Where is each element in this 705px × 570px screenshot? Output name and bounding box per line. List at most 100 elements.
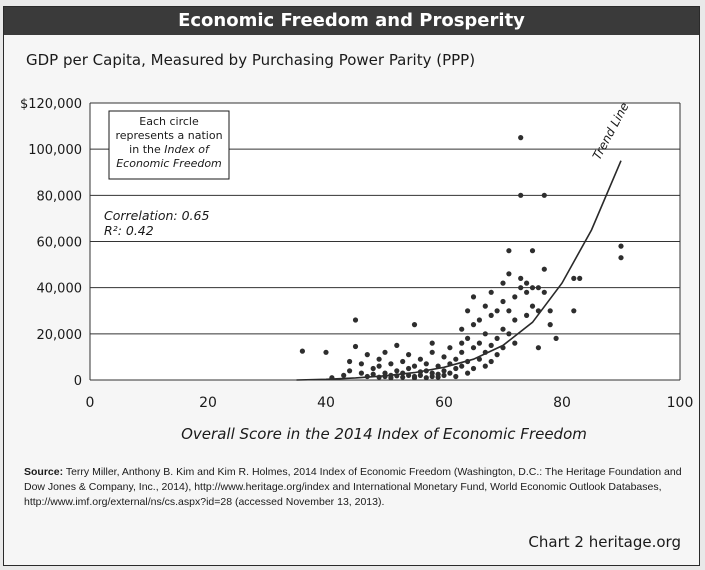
x-tick-label: 60 bbox=[435, 395, 453, 411]
data-point bbox=[571, 308, 577, 314]
data-point bbox=[529, 303, 536, 309]
data-point bbox=[370, 365, 376, 372]
r-squared-label: R²: 0.42 bbox=[104, 223, 154, 238]
data-point bbox=[435, 374, 441, 380]
data-point bbox=[423, 361, 429, 367]
data-point bbox=[476, 340, 482, 346]
data-point bbox=[417, 356, 423, 362]
y-tick-label: $120,000 bbox=[20, 97, 82, 112]
data-point bbox=[376, 363, 382, 369]
data-point bbox=[352, 343, 359, 350]
data-point bbox=[423, 375, 429, 381]
data-point bbox=[382, 373, 388, 380]
trend-line bbox=[296, 160, 622, 381]
data-point bbox=[482, 303, 488, 309]
data-point bbox=[358, 361, 364, 367]
data-point bbox=[524, 289, 530, 295]
data-point bbox=[459, 326, 465, 332]
data-point bbox=[441, 368, 447, 374]
data-point bbox=[494, 352, 500, 358]
data-point bbox=[465, 358, 471, 365]
data-point bbox=[506, 308, 512, 314]
data-point bbox=[406, 352, 412, 358]
data-point bbox=[577, 275, 583, 281]
data-point bbox=[394, 373, 400, 379]
chart-credit: Chart 2 heritage.org bbox=[528, 533, 681, 551]
data-point bbox=[488, 312, 494, 318]
data-point bbox=[541, 192, 547, 198]
chart-subtitle: GDP per Capita, Measured by Purchasing P… bbox=[26, 51, 476, 69]
legend-note-line-2: represents a nation bbox=[115, 129, 222, 142]
source-label: Source: bbox=[24, 466, 64, 478]
data-point bbox=[441, 354, 447, 360]
data-point bbox=[400, 358, 406, 365]
data-point bbox=[429, 373, 435, 380]
data-point bbox=[512, 317, 518, 323]
data-point bbox=[470, 294, 477, 300]
x-tick-label: 40 bbox=[317, 395, 335, 411]
data-point bbox=[518, 135, 524, 141]
x-tick-label: 80 bbox=[553, 395, 571, 411]
data-point bbox=[500, 298, 506, 305]
y-tick-label: 60,000 bbox=[37, 236, 83, 251]
data-point bbox=[529, 285, 536, 291]
data-point bbox=[358, 370, 364, 376]
data-point bbox=[459, 340, 465, 346]
data-point bbox=[388, 361, 394, 367]
data-point bbox=[388, 375, 394, 381]
data-point bbox=[400, 370, 406, 376]
data-point bbox=[299, 348, 305, 354]
x-tick-label: 100 bbox=[667, 395, 694, 411]
data-point bbox=[482, 349, 488, 355]
data-point bbox=[441, 372, 447, 378]
data-point bbox=[447, 345, 453, 351]
data-point bbox=[535, 285, 542, 291]
y-tick-label: 20,000 bbox=[37, 328, 83, 343]
data-point bbox=[329, 375, 335, 381]
data-point bbox=[518, 275, 524, 281]
data-point bbox=[406, 365, 412, 372]
data-point bbox=[435, 363, 441, 369]
data-point bbox=[347, 368, 353, 374]
data-point bbox=[417, 372, 423, 378]
data-point bbox=[518, 192, 524, 198]
data-point bbox=[500, 326, 506, 332]
data-point bbox=[470, 365, 477, 372]
legend-note-line-3: in the Index of bbox=[129, 143, 211, 156]
data-point bbox=[488, 358, 494, 365]
data-point bbox=[364, 352, 370, 358]
data-point bbox=[618, 255, 624, 261]
data-point bbox=[459, 363, 465, 369]
data-point bbox=[447, 361, 453, 367]
data-point bbox=[494, 335, 500, 341]
data-point bbox=[429, 340, 435, 346]
data-point bbox=[382, 349, 388, 355]
data-point bbox=[465, 335, 471, 341]
y-tick-label: 80,000 bbox=[37, 189, 83, 204]
data-point bbox=[500, 280, 506, 286]
data-point bbox=[323, 349, 329, 355]
data-point bbox=[529, 248, 536, 254]
data-point bbox=[553, 335, 559, 341]
x-tick-label: 20 bbox=[199, 395, 217, 411]
data-point bbox=[541, 289, 547, 295]
data-point bbox=[541, 266, 547, 272]
data-point bbox=[618, 243, 624, 249]
x-tick-label: 0 bbox=[86, 395, 95, 411]
data-point bbox=[506, 271, 512, 277]
legend-note-line-4: Economic Freedom bbox=[116, 157, 222, 170]
legend-note-box bbox=[108, 110, 230, 180]
data-point bbox=[470, 345, 477, 351]
legend-note-in-the: in the bbox=[129, 143, 161, 156]
data-point bbox=[453, 373, 459, 380]
source-note: Source: Terry Miller, Anthony B. Kim and… bbox=[24, 465, 684, 510]
data-point bbox=[518, 285, 524, 291]
data-point bbox=[547, 308, 553, 314]
data-point bbox=[406, 372, 412, 378]
data-point bbox=[465, 370, 471, 376]
data-point bbox=[476, 317, 482, 323]
data-point bbox=[512, 294, 518, 300]
data-point bbox=[459, 349, 465, 355]
data-point bbox=[394, 368, 400, 374]
data-point bbox=[488, 289, 494, 295]
